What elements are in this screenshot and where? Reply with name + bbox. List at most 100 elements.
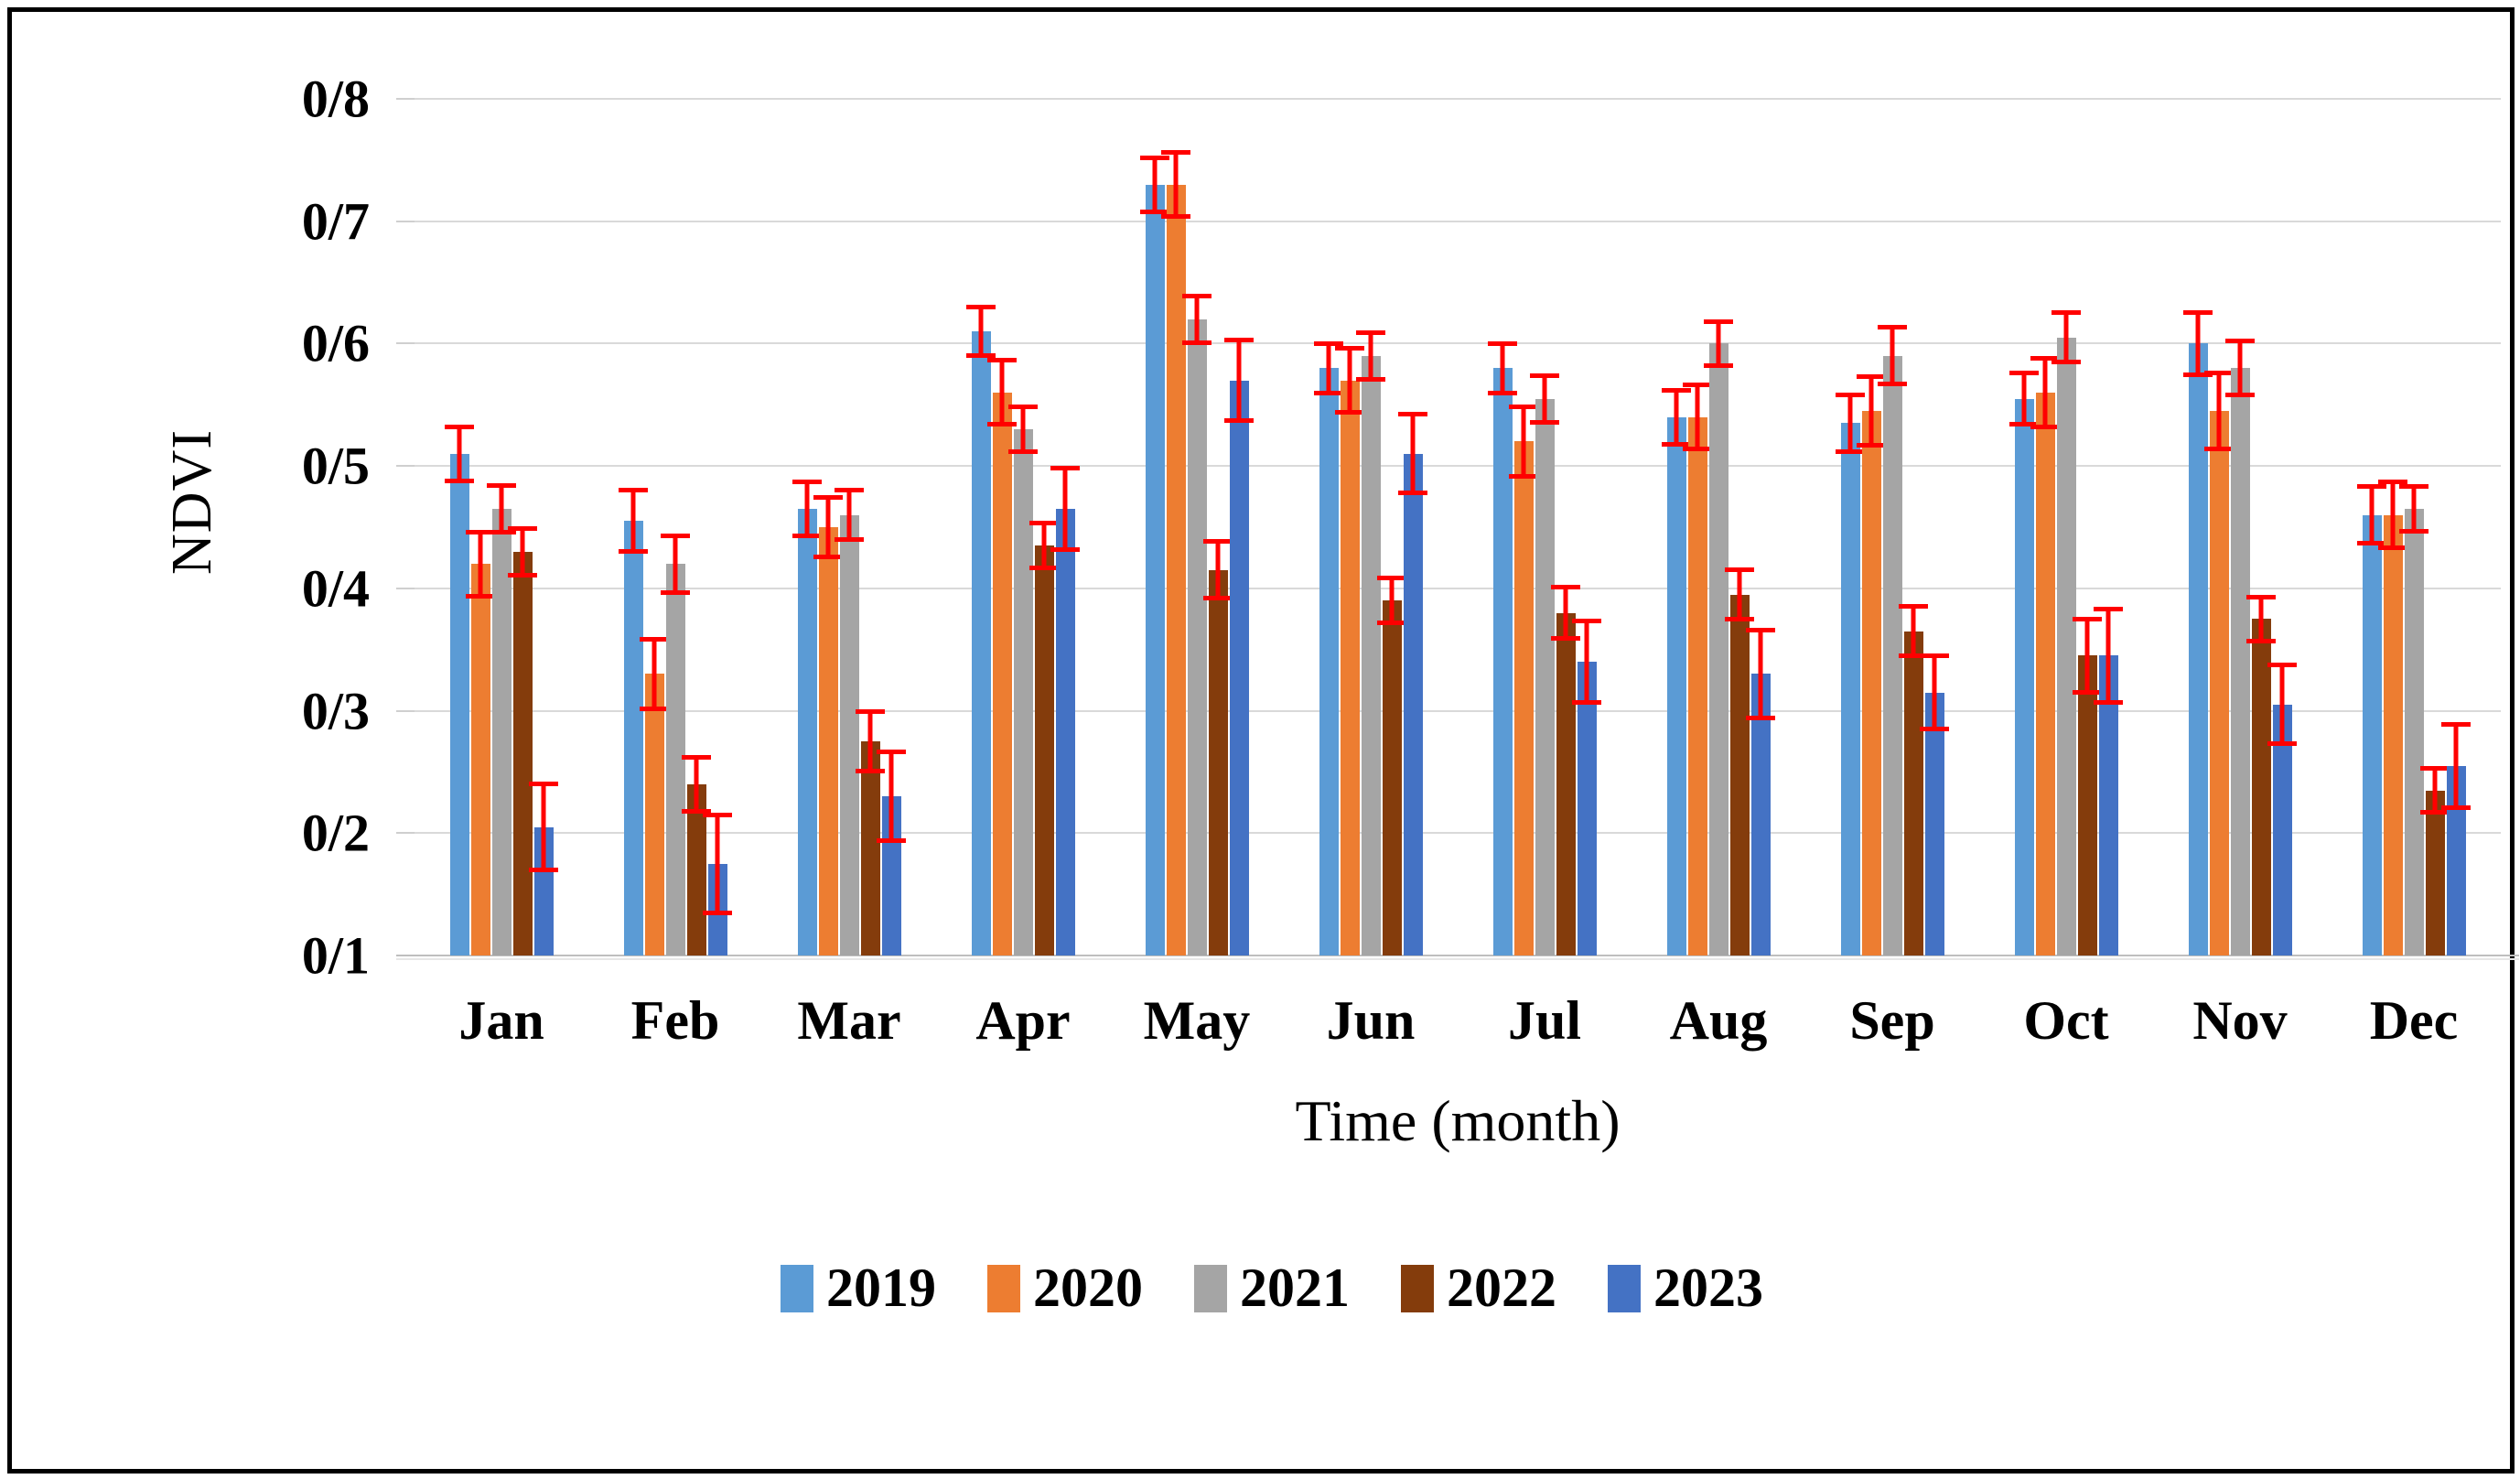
error-bar-stem [1868, 373, 1874, 448]
error-bar-cap-bottom [1377, 620, 1406, 625]
error-bar-cap-bottom [2052, 360, 2081, 365]
bar-jan-2023 [533, 826, 554, 955]
bar-jun-2019 [1319, 368, 1339, 955]
error-bar-cap-bottom [1857, 443, 1886, 448]
error-bar-may-2023 [1224, 337, 1254, 424]
error-bar-cap-bottom [1224, 418, 1254, 424]
bar-group-jun [1284, 99, 1458, 955]
error-bar-cap-top [445, 424, 474, 429]
y-tick-label-0_6: 0/6 [301, 313, 370, 373]
legend-item-2019: 2019 [781, 1257, 936, 1320]
error-bar-stem [1911, 604, 1916, 659]
error-bar-jul-2019 [1488, 340, 1517, 395]
error-bar-cap-bottom [1551, 636, 1580, 642]
error-bar-cap-top [1725, 567, 1754, 573]
error-bar-apr-2021 [1008, 405, 1038, 454]
error-bar-cap-bottom [856, 768, 885, 773]
x-tick-label-dec: Dec [2369, 990, 2459, 1051]
bar-jul-2022 [1556, 612, 1576, 955]
y-tick-mark [396, 98, 415, 101]
error-bar-stem [1521, 405, 1526, 479]
error-bar-cap-top [966, 304, 996, 309]
error-bar-stem [1500, 340, 1505, 395]
error-bar-cap-bottom [1704, 363, 1733, 369]
error-bar-stem [825, 495, 831, 559]
error-bar-stem [715, 812, 720, 915]
error-bar-cap-top [1161, 150, 1190, 156]
error-bar-cap-bottom [813, 554, 843, 559]
y-tick-label-0_2: 0/2 [301, 803, 370, 863]
bar-sep-2019 [1840, 423, 1860, 955]
error-bar-feb-2023 [703, 812, 732, 915]
error-bar-may-2021 [1182, 293, 1212, 345]
error-bar-cap-top [1920, 653, 1949, 658]
error-bar-dec-2022 [2420, 765, 2450, 815]
bar-group-feb [588, 99, 762, 955]
error-bar-oct-2021 [2052, 310, 2081, 365]
y-tick-label-0_1: 0/1 [301, 925, 370, 986]
error-bar-cap-bottom [2246, 639, 2276, 644]
legend-item-2021: 2021 [1194, 1257, 1350, 1320]
bar-may-2021 [1187, 318, 1207, 955]
error-bar-cap-bottom [1182, 340, 1212, 345]
error-bar-cap-top [1836, 392, 1865, 397]
error-bar-cap-bottom [1878, 382, 1907, 387]
error-bar-cap-bottom [2183, 372, 2213, 377]
bar-mar-2021 [839, 514, 859, 955]
error-bar-cap-top [1377, 576, 1406, 581]
error-bar-cap-top [1878, 325, 1907, 330]
y-tick-label-0_4: 0/4 [301, 558, 370, 619]
error-bar-cap-top [487, 482, 516, 488]
error-bar-stem [1041, 521, 1047, 570]
x-axis-title: Time (month) [1295, 1088, 1621, 1153]
error-bar-cap-top [1551, 584, 1580, 589]
bar-sep-2020 [1861, 410, 1881, 955]
error-bar-cap-top [1530, 372, 1559, 378]
error-bar-cap-top [1224, 337, 1254, 342]
bar-jun-2023 [1403, 453, 1423, 955]
error-bar-stem [1737, 567, 1742, 621]
error-bar-cap-top [2094, 606, 2123, 611]
bar-oct-2021 [2056, 337, 2076, 955]
bar-may-2020 [1166, 184, 1186, 955]
error-bar-cap-bottom [2094, 699, 2123, 705]
error-bar-stem [1847, 392, 1853, 454]
error-bar-apr-2022 [1029, 521, 1059, 570]
error-bar-stem [2063, 310, 2069, 365]
legend-label-2020: 2020 [1033, 1258, 1143, 1318]
error-bar-cap-top [2357, 484, 2386, 490]
bar-aug-2019 [1666, 416, 1686, 955]
bar-group-nov [2153, 99, 2327, 955]
error-bar-oct-2019 [2009, 370, 2039, 427]
error-bar-mar-2021 [835, 488, 864, 543]
error-bar-cap-bottom [1836, 448, 1865, 454]
error-bar-cap-bottom [835, 537, 864, 543]
error-bar-stem [2216, 370, 2222, 452]
bar-jul-2019 [1492, 368, 1513, 955]
bar-jun-2022 [1382, 600, 1402, 955]
bar-dec-2020 [2383, 514, 2403, 955]
x-tick-label-nov: Nov [2192, 990, 2288, 1051]
bar-jan-2020 [470, 564, 490, 955]
error-bar-feb-2021 [661, 533, 690, 595]
bar-group-jul [1458, 99, 1632, 955]
error-bar-aug-2021 [1704, 318, 1733, 369]
error-bar-stem [1758, 627, 1763, 721]
error-bar-stem [2279, 663, 2285, 747]
error-bar-dec-2021 [2399, 484, 2428, 534]
bar-dec-2021 [2404, 508, 2424, 955]
error-bar-cap-top [1008, 405, 1038, 410]
y-tick-mark [396, 220, 415, 222]
bar-nov-2020 [2209, 410, 2229, 955]
error-bar-stem [978, 304, 984, 359]
error-bar-cap-bottom [2204, 447, 2234, 452]
figure-frame: NDVI 0/1 0/2 0/3 0/4 0/5 0/6 0/7 0/8 Jan Feb Mar A… [7, 7, 2519, 1474]
bar-oct-2019 [2014, 398, 2034, 955]
error-bar-cap-bottom [640, 706, 669, 711]
bar-oct-2020 [2035, 392, 2055, 955]
error-bar-stem [2195, 310, 2201, 377]
error-bar-stem [1152, 155, 1158, 214]
error-bar-cap-bottom [1899, 653, 1928, 659]
error-bar-cap-top [2267, 663, 2297, 668]
y-tick-label-0_5: 0/5 [301, 436, 370, 496]
